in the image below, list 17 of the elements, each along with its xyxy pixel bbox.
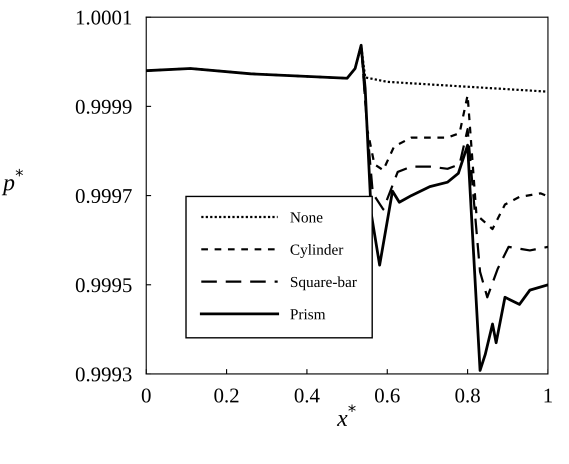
y-tick-label: 0.9993 bbox=[76, 367, 132, 382]
x-axis-title: x$^{*}$ bbox=[336, 404, 356, 426]
x-tick-label: 0.4 bbox=[294, 388, 320, 403]
x-tick-label: 1 bbox=[544, 388, 552, 402]
legend-label: Square-bar bbox=[290, 276, 357, 290]
y-tick-label: 0.9995 bbox=[76, 278, 132, 292]
y-tick-label: 0.9997 bbox=[76, 188, 132, 204]
x-tick-label: 0.2 bbox=[214, 388, 238, 403]
x-tick-label: 0.6 bbox=[375, 388, 400, 403]
y-tick-label: 1.0001 bbox=[76, 10, 132, 25]
y-tick-label: 0.9999 bbox=[76, 100, 132, 114]
legend-label: None bbox=[290, 212, 322, 223]
legend-label: Prism bbox=[290, 309, 326, 320]
x-tick-label: 0.8 bbox=[455, 388, 480, 403]
y-axis-title: p$^{*}$ bbox=[2, 168, 23, 196]
x-tick-label: 0 bbox=[142, 388, 151, 403]
legend-label: Cylinder bbox=[290, 244, 344, 258]
